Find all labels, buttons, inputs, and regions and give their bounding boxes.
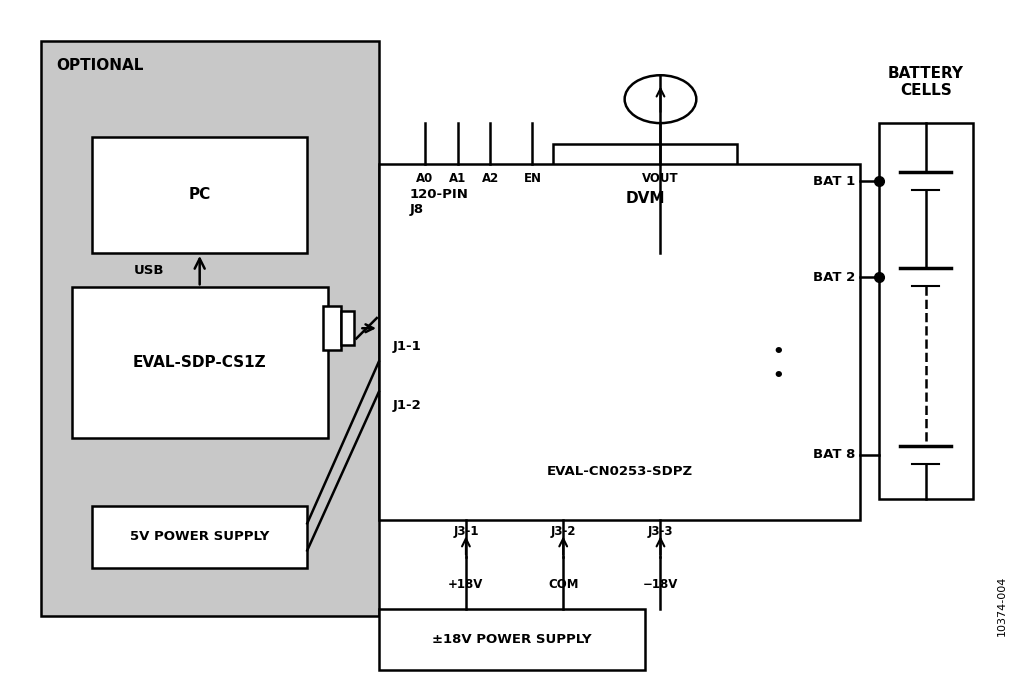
Bar: [41, 41, 379, 616]
Text: •: •: [772, 367, 784, 385]
Text: •: •: [772, 343, 784, 361]
Text: A2: A2: [482, 172, 499, 185]
Bar: [879, 123, 973, 499]
Text: OPTIONAL: OPTIONAL: [56, 58, 143, 73]
Text: EVAL-SDP-CS1Z: EVAL-SDP-CS1Z: [133, 355, 266, 370]
Text: J3-2: J3-2: [551, 525, 575, 538]
Bar: [92, 506, 307, 568]
Text: BAT 1: BAT 1: [813, 174, 855, 188]
Text: COM: COM: [548, 578, 579, 591]
Text: A1: A1: [450, 172, 466, 185]
Text: USB: USB: [133, 263, 164, 277]
Text: 120-PIN
J8: 120-PIN J8: [410, 188, 468, 215]
Text: 10374-004: 10374-004: [996, 576, 1007, 636]
Text: J1-2: J1-2: [392, 399, 421, 412]
Text: A0: A0: [417, 172, 433, 185]
Text: EN: EN: [523, 172, 542, 185]
Text: VOUT: VOUT: [642, 172, 679, 185]
Text: −18V: −18V: [643, 578, 678, 591]
Bar: [92, 137, 307, 253]
Text: PC: PC: [188, 187, 211, 202]
Bar: [553, 144, 737, 253]
Text: J3-3: J3-3: [648, 525, 673, 538]
Bar: [341, 311, 354, 345]
Text: 5V POWER SUPPLY: 5V POWER SUPPLY: [130, 530, 269, 544]
Bar: [379, 164, 860, 520]
Bar: [379, 609, 645, 670]
Text: +18V: +18V: [449, 578, 483, 591]
Bar: [72, 287, 328, 438]
Bar: [323, 306, 341, 350]
Text: BATTERY
CELLS: BATTERY CELLS: [888, 66, 964, 98]
Text: EVAL-CN0253-SDPZ: EVAL-CN0253-SDPZ: [547, 465, 692, 479]
Text: DVM: DVM: [626, 191, 665, 206]
Text: J3-1: J3-1: [454, 525, 478, 538]
Text: BAT 8: BAT 8: [813, 448, 855, 462]
Text: ±18V POWER SUPPLY: ±18V POWER SUPPLY: [432, 633, 592, 646]
Text: BAT 2: BAT 2: [813, 270, 855, 284]
Text: J1-1: J1-1: [392, 340, 421, 353]
